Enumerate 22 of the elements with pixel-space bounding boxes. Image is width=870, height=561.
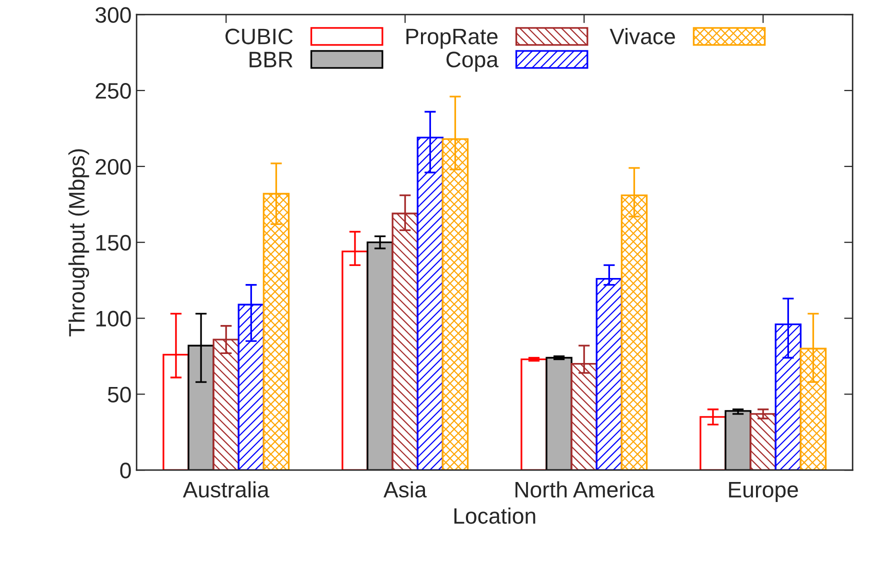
y-tick-label: 200 [96, 158, 131, 175]
x-tick-label: Australia [182, 481, 270, 498]
x-tick-label: North America [516, 481, 654, 498]
y-tick-label: 250 [96, 83, 131, 99]
x-tick-label: Europe [729, 482, 798, 502]
legend-label: Vivace [610, 28, 675, 44]
y-tick-label: 50 [108, 386, 131, 402]
x-axis-title: Location [454, 508, 536, 524]
x-tick-label: Asia [384, 481, 427, 498]
y-tick-label: 100 [96, 310, 131, 327]
legend-label: BBR [250, 52, 292, 68]
bar [750, 413, 776, 470]
bar [520, 358, 548, 470]
y-axis-title: Throughput (Mbps) [68, 149, 90, 336]
y-tick-label: 150 [96, 234, 131, 251]
legend-label: PropRate [406, 28, 498, 49]
bar [546, 356, 572, 470]
bar [724, 410, 752, 470]
legend-label: Copa [446, 52, 499, 72]
y-tick-label: 300 [96, 7, 131, 23]
y-tick-label: 0 [120, 462, 131, 478]
legend-label: CUBIC [226, 28, 293, 44]
